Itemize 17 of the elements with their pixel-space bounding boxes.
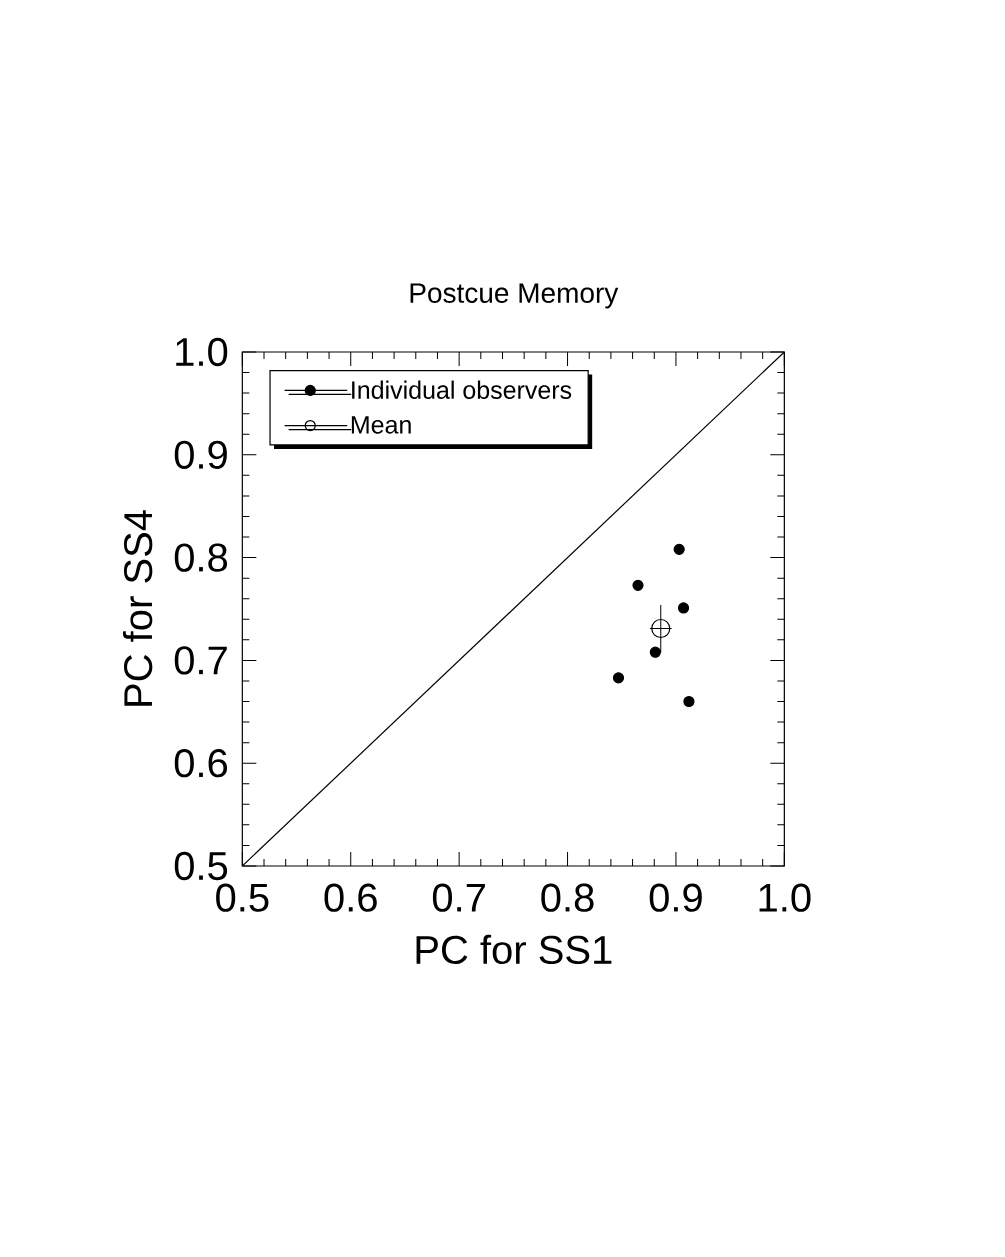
- chart-title: Postcue Memory: [410, 283, 619, 309]
- x-tick-label: 0.7: [432, 883, 485, 912]
- y-tick-label: 1.0: [176, 337, 228, 367]
- y-tick-label: 0.9: [174, 440, 227, 469]
- legend-label: Mean: [351, 416, 411, 434]
- legend-label: Individual observers: [351, 380, 572, 399]
- y-tick-label: 0.6: [174, 749, 227, 778]
- y-tick-label: 0.7: [174, 646, 227, 675]
- x-tick-label: 1.0: [759, 883, 811, 912]
- x-axis-title: PC for SS1: [416, 934, 612, 965]
- x-tick-label: 0.8: [541, 883, 594, 912]
- x-tick-label: 0.9: [649, 883, 702, 912]
- x-tick-label: 0.6: [324, 883, 377, 912]
- x-tick-label: 0.5: [215, 883, 269, 912]
- y-axis-title: PC for SS4: [122, 510, 153, 706]
- y-tick-label: 0.8: [174, 543, 227, 572]
- y-tick-label: 0.5: [174, 851, 227, 881]
